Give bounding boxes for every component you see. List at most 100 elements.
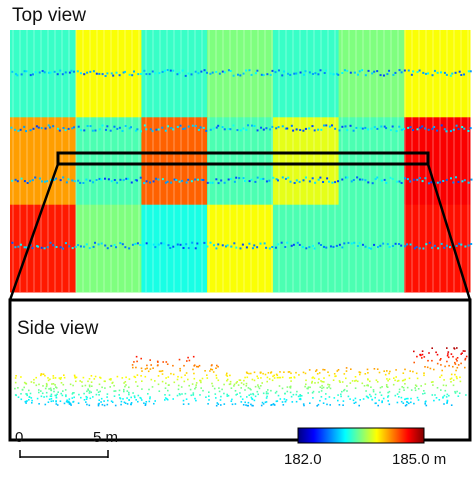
side-point xyxy=(299,398,302,401)
side-point xyxy=(240,387,242,389)
side-point xyxy=(265,397,268,399)
ground-point xyxy=(455,244,458,247)
side-point xyxy=(217,365,219,368)
side-point xyxy=(20,393,22,395)
side-point xyxy=(361,382,364,385)
side-point xyxy=(431,359,433,362)
ground-point xyxy=(80,129,83,132)
side-point xyxy=(35,376,37,379)
side-point xyxy=(195,365,198,368)
side-point xyxy=(146,364,148,367)
planting-row-stripe xyxy=(348,30,350,292)
side-point xyxy=(257,377,259,379)
planting-row-stripe xyxy=(446,30,448,292)
ground-point xyxy=(458,242,461,245)
ground-point xyxy=(76,70,79,73)
side-point xyxy=(166,398,168,400)
side-point xyxy=(276,376,279,379)
ground-point xyxy=(37,245,40,248)
planting-row-stripe xyxy=(460,30,462,292)
ground-point xyxy=(443,128,446,131)
side-point xyxy=(240,382,243,384)
planting-row-stripe xyxy=(278,30,280,292)
ground-point xyxy=(136,128,139,131)
side-point xyxy=(56,404,59,406)
ground-point xyxy=(467,130,470,132)
side-point xyxy=(88,385,91,388)
ground-point xyxy=(29,74,32,77)
side-point xyxy=(333,373,336,375)
side-point xyxy=(260,377,262,379)
planting-row-stripe xyxy=(313,30,315,292)
side-point xyxy=(217,403,220,405)
ground-point xyxy=(431,246,434,249)
side-point xyxy=(206,374,208,376)
side-point xyxy=(338,404,341,406)
side-point xyxy=(267,389,269,391)
side-point xyxy=(209,370,211,372)
ground-point xyxy=(266,73,269,76)
side-point xyxy=(193,377,196,380)
ground-point xyxy=(242,72,245,75)
side-point xyxy=(141,380,143,382)
side-point xyxy=(225,374,228,376)
side-point xyxy=(404,378,406,381)
ground-point xyxy=(376,176,379,179)
side-point xyxy=(316,373,319,375)
side-point xyxy=(374,393,377,396)
side-point xyxy=(216,402,219,404)
ground-point xyxy=(121,243,124,246)
side-point xyxy=(62,383,65,386)
ground-point xyxy=(92,245,95,248)
side-point xyxy=(394,394,397,397)
side-point xyxy=(346,390,348,392)
side-point xyxy=(454,392,457,394)
ground-point xyxy=(187,247,190,250)
ground-point xyxy=(250,124,253,127)
side-point xyxy=(408,377,411,380)
ground-point xyxy=(277,179,280,182)
side-point xyxy=(110,378,112,380)
ground-point xyxy=(293,72,296,75)
ground-point xyxy=(424,72,427,75)
ground-point xyxy=(64,129,67,132)
ground-point xyxy=(95,72,98,75)
side-point xyxy=(236,381,238,383)
ground-point xyxy=(59,69,62,72)
planting-row-stripe xyxy=(201,30,203,292)
ground-point xyxy=(256,129,259,132)
connector-right xyxy=(426,163,472,301)
side-point xyxy=(187,356,189,359)
side-point xyxy=(221,388,223,391)
ground-point xyxy=(127,177,130,180)
side-point xyxy=(406,386,409,389)
side-point xyxy=(68,403,71,405)
ground-point xyxy=(113,125,116,128)
side-point xyxy=(210,368,212,370)
ground-point xyxy=(205,71,208,74)
side-point xyxy=(226,379,228,382)
ground-point xyxy=(233,242,236,245)
ground-point xyxy=(49,71,52,74)
ground-point xyxy=(250,178,253,181)
ground-point xyxy=(413,178,416,181)
side-point xyxy=(444,389,447,392)
side-point xyxy=(55,394,57,397)
ground-point xyxy=(256,246,259,249)
ground-point xyxy=(187,125,190,128)
scale-bar xyxy=(19,450,109,458)
ground-point xyxy=(265,180,268,183)
side-point xyxy=(305,379,307,382)
ground-point xyxy=(161,178,164,181)
side-point xyxy=(315,370,317,372)
side-point xyxy=(139,396,141,399)
side-point xyxy=(260,404,263,407)
side-point xyxy=(178,393,181,395)
side-point xyxy=(329,404,331,406)
planting-row-stripe xyxy=(187,30,189,292)
ground-point xyxy=(371,182,374,185)
ground-point xyxy=(55,177,58,180)
side-point xyxy=(238,379,241,381)
side-point xyxy=(341,390,343,393)
ground-point xyxy=(269,128,272,131)
